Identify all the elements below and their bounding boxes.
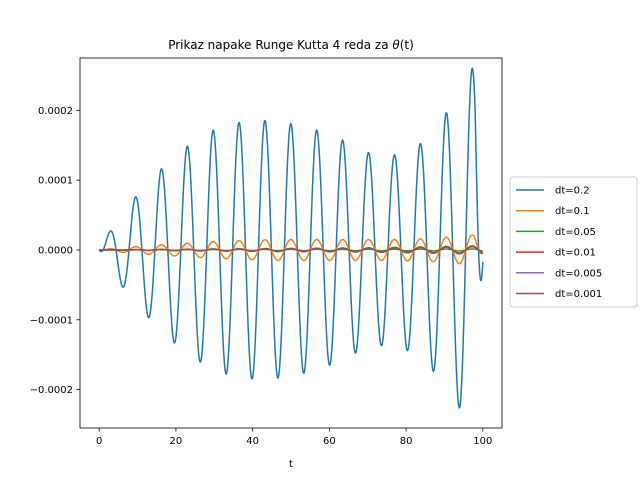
- title-math-symbol: θ: [392, 38, 400, 52]
- x-axis-ticks: 0 20 40 60 80 100: [96, 428, 492, 447]
- y-tick-label: 0.0000: [38, 245, 73, 256]
- legend-label: dt=0.05: [555, 227, 596, 238]
- legend-label: dt=0.005: [555, 268, 602, 279]
- title-suffix: (t): [400, 38, 414, 52]
- y-tick-label: 0.0002: [38, 106, 73, 117]
- legend-label: dt=0.1: [555, 206, 590, 217]
- series-line-1: [98, 67, 484, 409]
- legend-frame: [509, 176, 638, 308]
- x-tick-label: 80: [400, 436, 413, 447]
- x-tick-label: 100: [473, 436, 492, 447]
- y-tick-label: −0.0001: [30, 315, 73, 326]
- legend-label: dt=0.01: [555, 248, 596, 259]
- x-tick-label: 20: [170, 436, 183, 447]
- legend: dt=0.2 dt=0.1 dt=0.05 dt=0.01 dt=0.005 dt=0.0…: [509, 176, 638, 308]
- legend-label: dt=0.001: [555, 289, 602, 300]
- series-layer: [98, 67, 484, 409]
- x-tick-label: 40: [246, 436, 259, 447]
- x-tick-label: 60: [323, 436, 336, 447]
- y-tick-label: −0.0002: [30, 385, 73, 396]
- series-line-2: [99, 234, 484, 265]
- chart-title: Prikaz napake Runge Kutta 4 reda za θ(t): [168, 38, 414, 52]
- legend-label: dt=0.2: [555, 186, 590, 197]
- title-prefix: Prikaz napake Runge Kutta 4 reda za: [168, 38, 392, 52]
- x-tick-label: 0: [96, 436, 102, 447]
- x-axis-label: t: [289, 459, 293, 470]
- plot-frame: [79, 57, 503, 429]
- series-line-6: [99, 245, 484, 255]
- y-axis-ticks: −0.0002 −0.0001 0.0000 0.0001 0.0002: [30, 106, 80, 396]
- y-tick-label: 0.0001: [38, 176, 73, 187]
